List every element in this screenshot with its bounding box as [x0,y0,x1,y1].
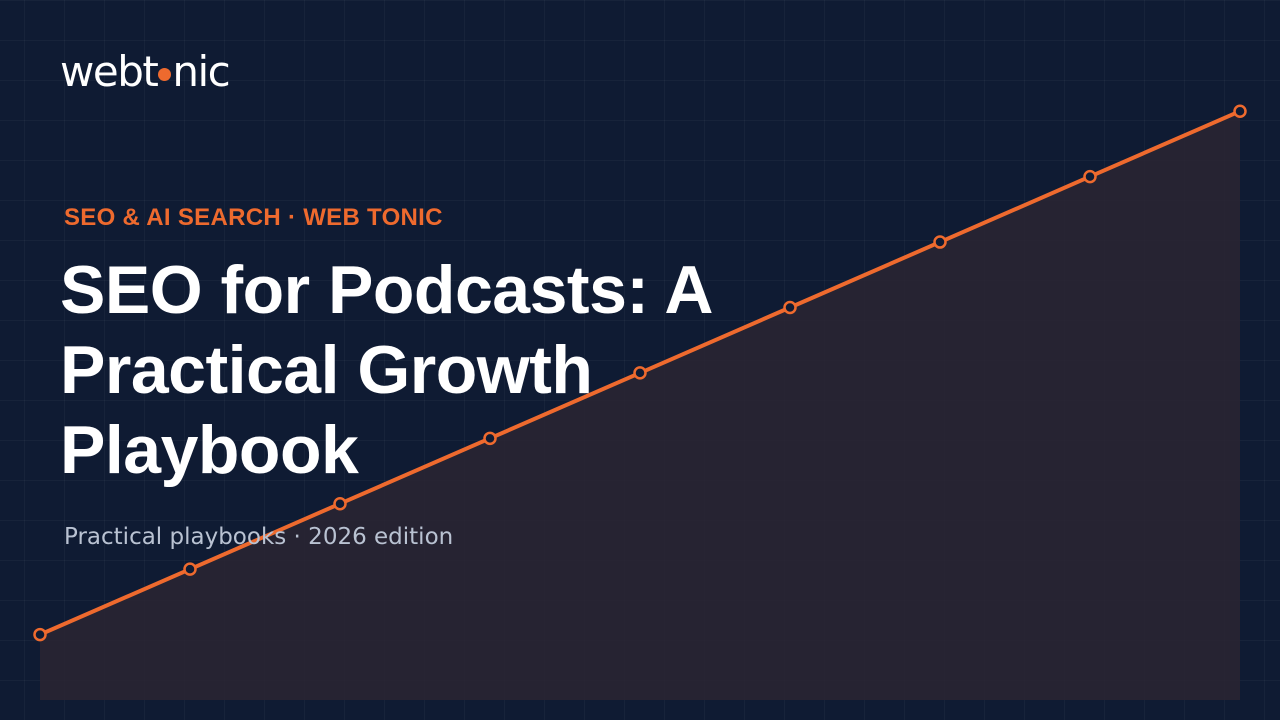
trend-point-1 [183,562,197,576]
trend-point-2 [333,496,347,511]
trend-point-5 [783,300,797,315]
trend-point-7 [1083,169,1097,184]
trend-points [33,104,1247,642]
trend-point-6 [933,235,947,249]
logo-dot-icon [158,67,172,81]
page-subtitle: Practical playbooks · 2026 edition [64,524,454,550]
webtonic-logo: webt nic [60,44,231,100]
logo-text-start: webt [60,47,159,96]
trend-point-3 [483,431,497,446]
trend-point-4 [633,366,647,380]
category-eyebrow: SEO & AI SEARCH · WEB TONIC [64,204,443,231]
logo-text-end: nic [172,47,230,96]
trend-area-fill [40,111,1240,700]
trend-point-8 [1233,104,1247,118]
trend-point-0 [33,627,47,642]
page-title: SEO for Podcasts: A Practical Growth Pla… [60,252,711,488]
